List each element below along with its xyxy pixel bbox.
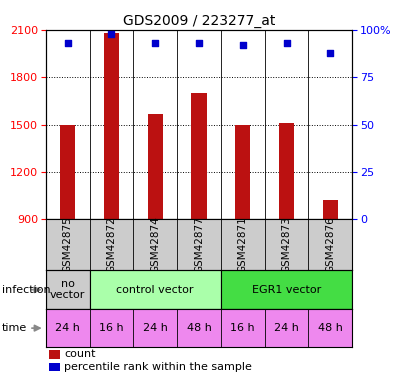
Text: percentile rank within the sample: percentile rank within the sample (64, 362, 252, 372)
Point (327, 50, 334, 56)
Text: infection: infection (2, 285, 51, 295)
Text: 24 h: 24 h (274, 323, 299, 333)
Text: control vector: control vector (117, 285, 194, 295)
Text: 24 h: 24 h (55, 323, 80, 333)
Text: EGR1 vector: EGR1 vector (252, 285, 321, 295)
Bar (60, 124, 75, 219)
Text: GSM42877: GSM42877 (194, 216, 204, 273)
Point (196, 40, 202, 46)
Bar (221, 270, 352, 309)
Point (152, 40, 158, 46)
Bar (49, 350, 60, 358)
Bar (104, 33, 119, 219)
Point (240, 42, 246, 48)
Title: GDS2009 / 223277_at: GDS2009 / 223277_at (123, 13, 275, 28)
Text: GSM42875: GSM42875 (62, 216, 73, 273)
Text: count: count (64, 350, 96, 360)
Text: GSM42873: GSM42873 (281, 216, 292, 273)
Text: GSM42874: GSM42874 (150, 216, 160, 273)
Point (108, 31, 115, 37)
Text: 16 h: 16 h (230, 323, 255, 333)
Bar (279, 123, 294, 219)
Bar (46, 270, 90, 309)
Text: 48 h: 48 h (187, 323, 211, 333)
Text: time: time (2, 323, 27, 333)
Point (283, 40, 290, 46)
Text: 24 h: 24 h (143, 323, 168, 333)
Bar (191, 93, 207, 219)
Bar (323, 200, 338, 219)
Text: 16 h: 16 h (99, 323, 124, 333)
Text: GSM42876: GSM42876 (325, 216, 336, 273)
Bar (49, 363, 60, 371)
Text: GSM42872: GSM42872 (106, 216, 117, 273)
Bar (235, 124, 250, 219)
Bar (148, 114, 163, 219)
Point (64, 40, 71, 46)
Text: no
vector: no vector (50, 279, 85, 300)
Bar (90, 270, 221, 309)
Text: GSM42871: GSM42871 (238, 216, 248, 273)
Text: 48 h: 48 h (318, 323, 343, 333)
